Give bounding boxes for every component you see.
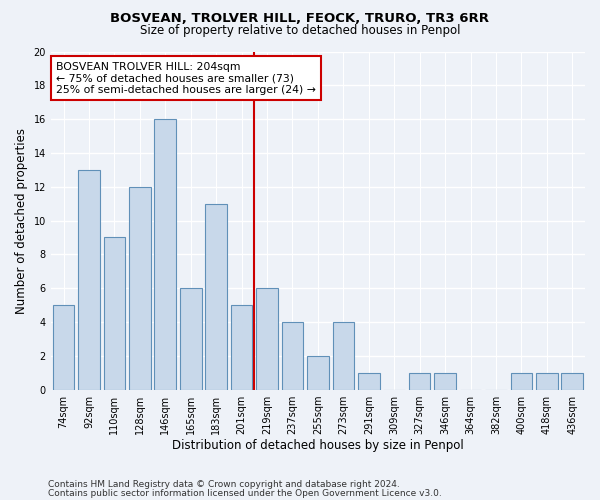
Text: BOSVEAN TROLVER HILL: 204sqm
← 75% of detached houses are smaller (73)
25% of se: BOSVEAN TROLVER HILL: 204sqm ← 75% of de…	[56, 62, 316, 95]
X-axis label: Distribution of detached houses by size in Penpol: Distribution of detached houses by size …	[172, 440, 464, 452]
Text: Contains HM Land Registry data © Crown copyright and database right 2024.: Contains HM Land Registry data © Crown c…	[48, 480, 400, 489]
Bar	[281, 322, 303, 390]
Bar	[562, 372, 583, 390]
Bar	[409, 372, 430, 390]
Bar	[104, 238, 125, 390]
Bar	[536, 372, 557, 390]
Bar	[231, 305, 253, 390]
Text: Size of property relative to detached houses in Penpol: Size of property relative to detached ho…	[140, 24, 460, 37]
Text: Contains public sector information licensed under the Open Government Licence v3: Contains public sector information licen…	[48, 488, 442, 498]
Bar	[332, 322, 354, 390]
Bar	[307, 356, 329, 390]
Bar	[53, 305, 74, 390]
Bar	[78, 170, 100, 390]
Bar	[180, 288, 202, 390]
Bar	[129, 186, 151, 390]
Y-axis label: Number of detached properties: Number of detached properties	[15, 128, 28, 314]
Bar	[154, 119, 176, 390]
Bar	[205, 204, 227, 390]
Text: BOSVEAN, TROLVER HILL, FEOCK, TRURO, TR3 6RR: BOSVEAN, TROLVER HILL, FEOCK, TRURO, TR3…	[110, 12, 490, 26]
Bar	[358, 372, 380, 390]
Bar	[256, 288, 278, 390]
Bar	[511, 372, 532, 390]
Bar	[434, 372, 456, 390]
